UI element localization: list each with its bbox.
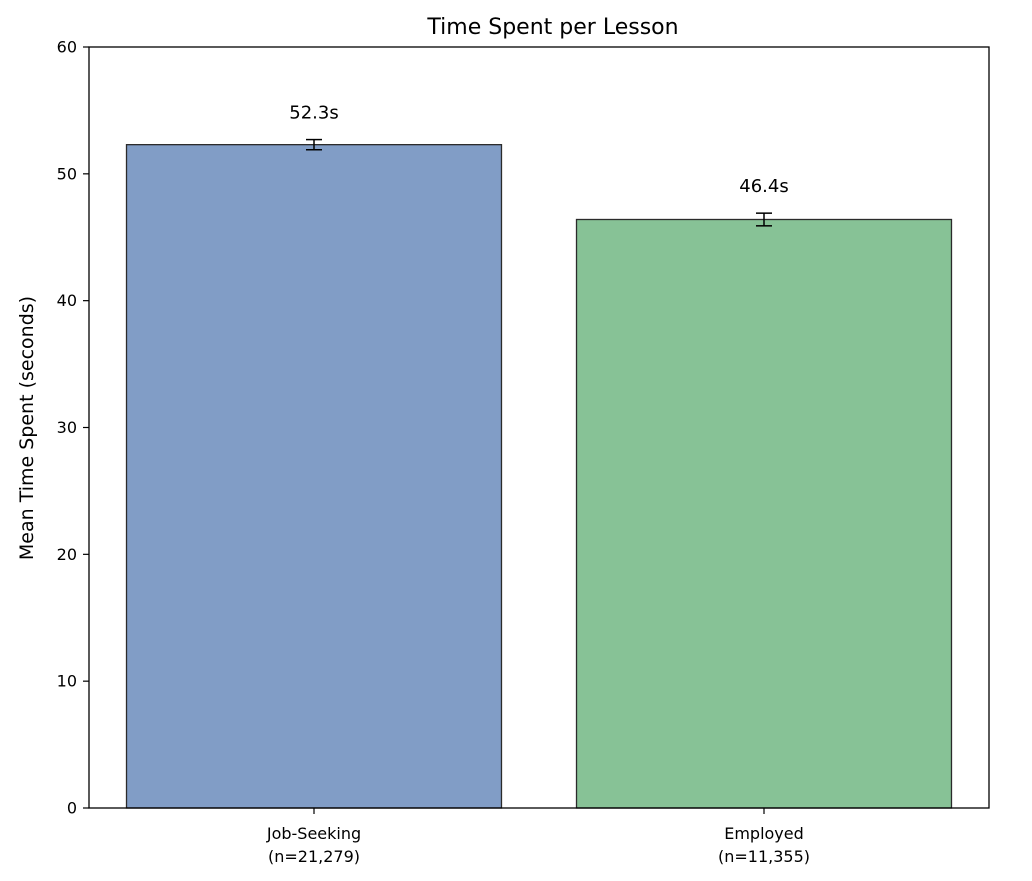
y-tick-label: 10 [57,672,77,691]
y-tick-label: 50 [57,164,77,183]
y-tick-label: 20 [57,545,77,564]
bar-value-label: 46.4s [739,176,788,197]
bar-value-label: 52.3s [289,103,338,124]
bar-employed [575,218,953,809]
y-tick-label: 0 [67,799,77,818]
bar-job-seeking [125,144,503,809]
x-tick-label: Employed [724,824,804,843]
x-tick-label: Job-Seeking [266,824,361,843]
y-axis-label: Mean Time Spent (seconds) [16,296,38,560]
chart-title: Time Spent per Lesson [426,15,678,40]
y-tick-label: 30 [57,418,77,437]
y-tick-label: 40 [57,291,77,310]
x-tick-sublabel: (n=21,279) [268,847,360,866]
x-tick-sublabel: (n=11,355) [718,847,810,866]
plot-frame [88,46,990,809]
y-tick-label: 60 [57,38,77,57]
plot-area: 52.3s Job-Seeking (n=21,279) 46.4s Employed (… [57,38,990,866]
